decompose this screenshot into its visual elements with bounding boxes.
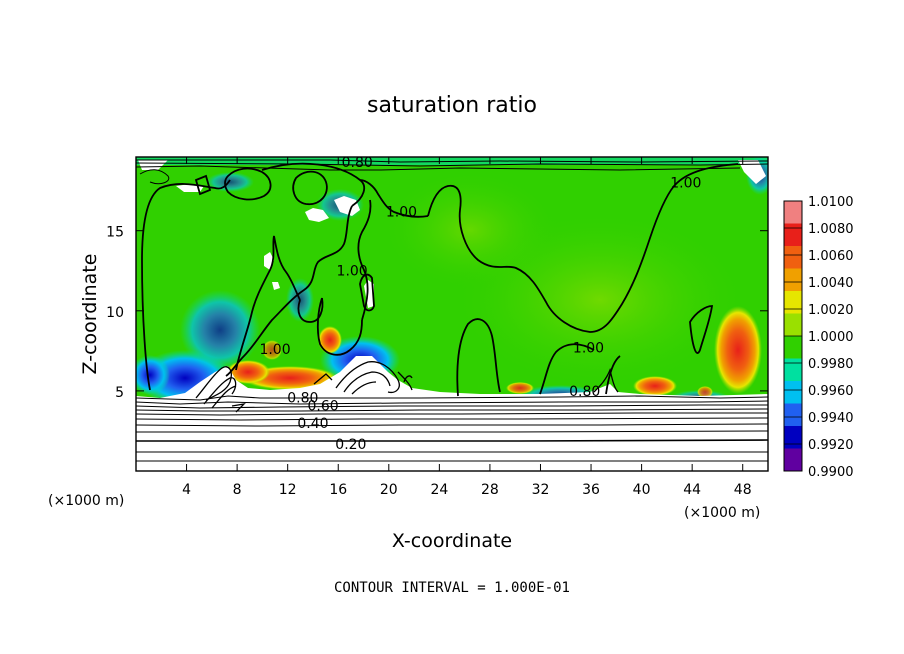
top-contours (136, 159, 768, 185)
unsaturated-region (136, 356, 768, 471)
colorbar-swatch (784, 403, 802, 427)
contour-label: 1.00 (337, 264, 368, 280)
y-axis: 5 10 15 (106, 225, 768, 401)
x-unit-label-right: (×1000 m) (684, 505, 760, 521)
colorbar-swatch (784, 268, 802, 292)
plot-frame (135, 156, 769, 472)
chart-title: saturation ratio (367, 93, 537, 118)
cloud-contours (195, 361, 619, 413)
x-tick-label: 8 (233, 482, 242, 498)
red-zone (262, 340, 282, 360)
y-tick-label: 10 (106, 305, 124, 321)
contour-label: 0.80 (287, 390, 318, 406)
colorbar-label: 1.0040 (808, 276, 854, 291)
white-speck (334, 196, 360, 216)
white-speck (305, 208, 329, 222)
blue-zone (180, 290, 260, 370)
colorbar-swatch (784, 426, 802, 449)
white-speck (364, 280, 374, 308)
red-zone (506, 382, 534, 394)
contour-label: 1.00 (386, 204, 417, 220)
field-patch (380, 170, 560, 290)
colorbar-label: 0.9940 (808, 411, 854, 426)
colorbar: 1.0100 1.0080 1.0060 1.0040 1.0020 1.0000 0.99… (783, 195, 854, 480)
x-tick-label: 48 (734, 482, 752, 498)
colorbar-label: 0.9960 (808, 384, 854, 399)
x-tick-label: 4 (182, 482, 191, 498)
red-zone (714, 306, 762, 394)
contour-label: 0.20 (335, 437, 366, 453)
y-tick-label: 15 (106, 225, 124, 241)
contour-label: 0.80 (569, 384, 600, 400)
y-axis-label: Z-coordinate (79, 254, 101, 375)
colorbar-swatch (784, 336, 802, 359)
x-unit-label-left: (×1000 m) (48, 493, 124, 509)
colorbar-label: 1.0020 (808, 303, 854, 318)
y-tick-label: 5 (115, 385, 124, 401)
contour-labels: 0.801.001.001.001.00 1.000.800.800.600.40… (259, 155, 701, 453)
plot-field (136, 157, 768, 471)
x-tick-label: 24 (430, 482, 448, 498)
x-tick-label: 36 (582, 482, 600, 498)
colorbar-label: 0.9900 (808, 465, 854, 480)
lower-contours (136, 395, 768, 462)
colorbar-swatch (784, 313, 802, 337)
contour-label: 0.60 (307, 398, 338, 414)
x-axis-label: X-coordinate (392, 530, 512, 552)
colorbar-label: 0.9920 (808, 438, 854, 453)
white-speck (138, 160, 168, 170)
red-zone (633, 376, 677, 396)
x-tick-label: 40 (633, 482, 651, 498)
contour-label: 1.00 (573, 341, 604, 357)
saturation-1-00-contours (141, 162, 739, 397)
red-zone (697, 386, 713, 398)
colorbar-swatch (784, 358, 802, 382)
x-tick-label: 12 (279, 482, 297, 498)
colorbar-label: 1.0000 (808, 330, 854, 345)
contour-interval-note: CONTOUR INTERVAL = 1.000E-01 (334, 580, 570, 596)
x-tick-label: 32 (532, 482, 550, 498)
x-tick-label: 28 (481, 482, 499, 498)
contour-label: 1.00 (670, 176, 701, 192)
x-tick-label: 16 (329, 482, 347, 498)
white-speck (272, 282, 280, 290)
colorbar-swatch (784, 291, 802, 314)
blue-zone (206, 172, 254, 192)
colorbar-swatch (784, 246, 802, 269)
x-tick-label: 20 (380, 482, 398, 498)
colorbar-label: 0.9980 (808, 357, 854, 372)
white-speck (738, 160, 766, 184)
x-axis: 4 8 12 16 20 24 28 32 36 40 44 48 (182, 157, 752, 498)
colorbar-swatch (784, 223, 802, 247)
blue-zone (136, 355, 170, 395)
contour-label: 0.40 (297, 416, 328, 432)
colorbar-swatch (784, 381, 802, 404)
contour-label: 1.00 (259, 342, 290, 358)
contour-label: 0.80 (342, 155, 373, 171)
colorbar-swatch (784, 448, 802, 472)
x-tick-label: 44 (683, 482, 701, 498)
colorbar-swatch (784, 201, 802, 224)
colorbar-label: 1.0060 (808, 249, 854, 264)
colorbar-label: 1.0080 (808, 222, 854, 237)
colorbar-label: 1.0100 (808, 195, 854, 210)
red-zone (318, 326, 342, 354)
